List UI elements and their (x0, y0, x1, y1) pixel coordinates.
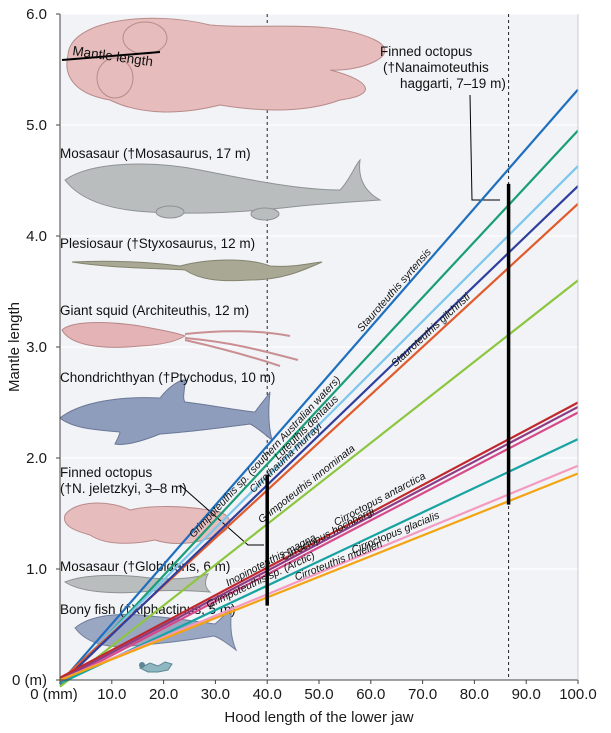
x-tick-label: 40.0 (253, 686, 282, 703)
x-tick-label: 0 (mm) (30, 686, 78, 703)
globidens-illustration (63, 573, 212, 594)
series-line-5 (59, 279, 579, 688)
series-line-4 (59, 185, 579, 686)
x-axis-title: Hood length of the lower jaw (224, 709, 413, 726)
x-tick-label: 80.0 (460, 686, 489, 703)
gridlines (60, 13, 578, 570)
nanaimoteuthis-caption-line1: Finned octopus (380, 44, 473, 59)
series-line-6 (59, 401, 579, 679)
giant-squid-illustration (61, 322, 299, 367)
mosasaurus-caption: Mosasaur (†Mosasaurus, 17 m) (60, 146, 251, 161)
y-tick-label: 2.0 (26, 450, 47, 467)
series-line-11 (59, 472, 579, 682)
nanaimoteuthis-caption-line2: (†Nanaimoteuthis (383, 60, 489, 75)
series-line-2 (59, 165, 579, 685)
x-tick-label: 30.0 (201, 686, 230, 703)
diver-illustration (138, 661, 173, 673)
x-tick-label: 70.0 (408, 686, 437, 703)
series-line-9 (59, 438, 579, 685)
series-line-0 (59, 88, 579, 685)
x-tick-label: 20.0 (149, 686, 178, 703)
x-tick-label: 60.0 (356, 686, 385, 703)
x-tick-label: 90.0 (512, 686, 541, 703)
large-finned-octopus-illustration (66, 17, 386, 113)
jeletzkyi-caption-line1: Finned octopus (60, 465, 153, 480)
ptychodus-illustration (59, 379, 273, 445)
y-tick-label: 1.0 (26, 561, 47, 578)
mantle-length-marker (61, 51, 161, 61)
styxosaurus-illustration (71, 259, 323, 282)
axes: 0 (mm) 10.0 20.0 30.0 40.0 50.0 60.0 70.0 80.0 90… (6, 6, 597, 726)
architeuthis-caption: Giant squid (Architeuthis, 12 m) (60, 303, 249, 318)
nanaimoteuthis-caption-line3: haggarti, 7–19 m) (400, 76, 506, 91)
jeletzkyi-leader-line (179, 484, 264, 546)
series-line-10 (59, 464, 579, 682)
y-tick-label: 3.0 (26, 339, 47, 356)
y-tick-label: 6.0 (26, 6, 47, 23)
jeletzkyi-caption-line2: (†N. jeletzkyi, 3–8 m) (60, 481, 187, 496)
nanaimoteuthis-leader-line (469, 94, 500, 201)
series-line-7 (59, 405, 579, 681)
regression-lines (59, 88, 579, 688)
styxosaurus-caption: Plesiosaur (†Styxosaurus, 12 m) (60, 236, 255, 251)
range-bars (265, 183, 511, 606)
mosasaurus-illustration (64, 158, 382, 221)
illustrations (59, 17, 386, 673)
y-axis-title: Mantle length (6, 302, 23, 392)
small-finned-octopus-illustration (63, 502, 231, 544)
y-tick-label: 0 (m) (12, 672, 47, 689)
series-line-8 (59, 411, 579, 684)
series-line-1 (59, 129, 579, 688)
x-tick-label: 10.0 (97, 686, 126, 703)
x-tick-label: 100.0 (559, 686, 597, 703)
ptychodus-caption: Chondrichthyan (†Ptychodus, 10 m) (60, 370, 275, 385)
x-tick-label: 50.0 (304, 686, 333, 703)
y-tick-label: 5.0 (26, 117, 47, 134)
y-tick-label: 4.0 (26, 228, 47, 245)
